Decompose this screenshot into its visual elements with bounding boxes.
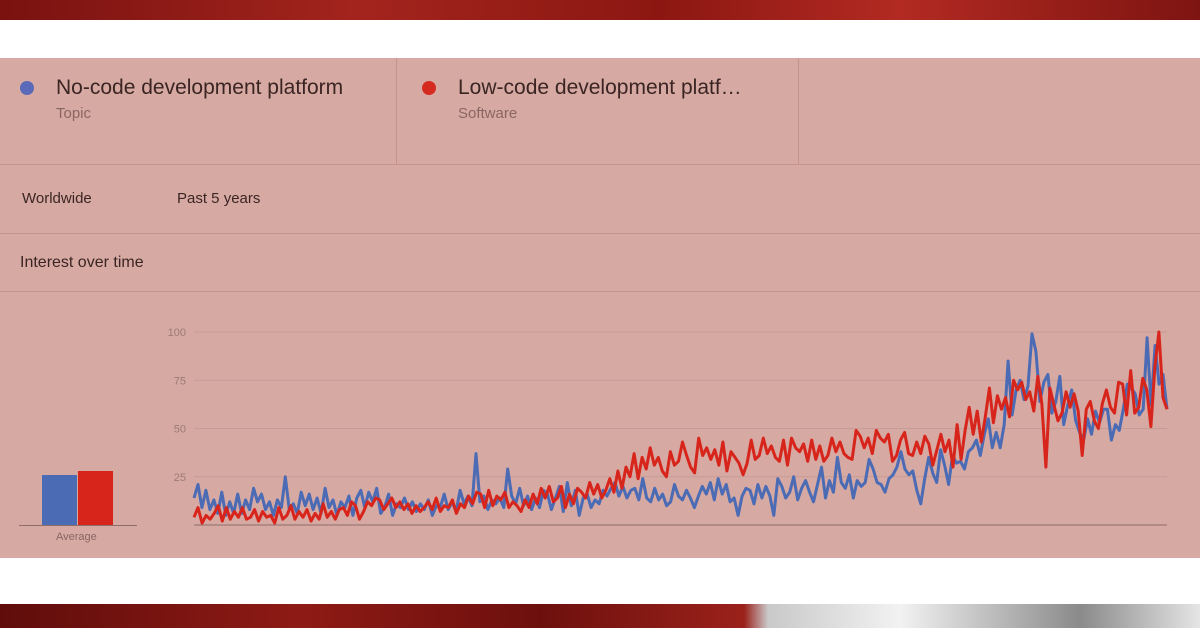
filter-bar: Worldwide Past 5 years: [0, 165, 1200, 234]
compare-terms-bar: No-code development platform Topic Low-c…: [0, 58, 1200, 165]
term-name: Low-code development platf…: [458, 76, 742, 99]
footer-banner: [0, 604, 1200, 628]
y-tick-label: 50: [174, 424, 186, 436]
section-divider: [0, 291, 1200, 292]
term-name: No-code development platform: [56, 76, 344, 99]
y-axis-ticks: 25 50 75 100: [168, 327, 186, 484]
trends-panel: No-code development platform Topic Low-c…: [0, 58, 1200, 558]
series-line-0: [192, 332, 1169, 517]
region-filter[interactable]: Worldwide: [22, 190, 92, 207]
section-title: Interest over time: [20, 254, 144, 271]
search-term-no-code[interactable]: No-code development platform Topic: [0, 58, 397, 164]
average-bar-low-code: [78, 470, 113, 525]
y-tick-label: 75: [174, 375, 186, 387]
time-range-filter[interactable]: Past 5 years: [177, 190, 261, 207]
series-color-dot: [422, 81, 436, 95]
term-type: Software: [458, 105, 518, 122]
series-line-1: [192, 330, 1169, 525]
term-type: Topic: [56, 105, 92, 122]
average-label: Average: [56, 531, 97, 543]
search-term-low-code[interactable]: Low-code development platf… Software: [397, 58, 799, 164]
y-tick-label: 25: [174, 472, 186, 484]
header-banner: [0, 0, 1200, 20]
average-axis: [19, 525, 137, 526]
y-tick-label: 100: [168, 327, 186, 339]
average-bar-no-code: [42, 474, 77, 525]
series-color-dot: [20, 81, 34, 95]
interest-over-time-chart: 25 50 75 100: [168, 327, 1169, 526]
chart-lines: [192, 330, 1169, 525]
